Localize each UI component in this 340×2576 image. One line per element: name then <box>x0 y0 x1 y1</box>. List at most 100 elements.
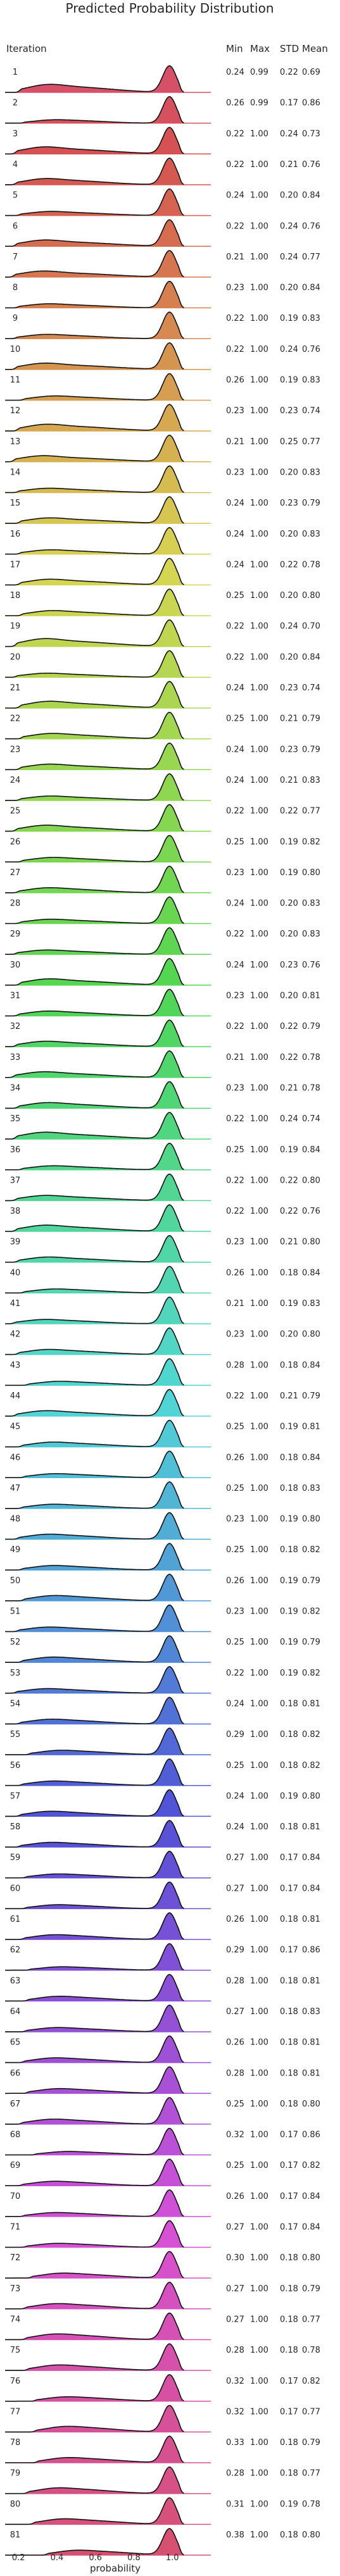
ridge-outline <box>5 526 184 555</box>
iteration-label: 16 <box>10 530 21 539</box>
ridge-fill <box>5 1235 184 1262</box>
x-tick-label: 0.6 <box>89 2553 102 2563</box>
ridge-row: 7 0.21 1.00 0.24 0.77 <box>5 250 320 278</box>
min-value: 0.30 <box>226 2253 244 2263</box>
std-value: 0.19 <box>280 1515 298 1524</box>
std-value: 0.18 <box>280 1453 298 1462</box>
ridge-row: 69 0.25 1.00 0.17 0.82 <box>5 2158 320 2186</box>
ridge-outline <box>5 1512 184 1540</box>
std-value: 0.23 <box>280 961 298 970</box>
mean-value: 0.78 <box>302 2346 320 2355</box>
ridge-outline <box>5 711 184 740</box>
std-value: 0.18 <box>280 2346 298 2355</box>
iteration-label: 22 <box>10 714 21 724</box>
ridge-outline <box>5 1142 184 1171</box>
mean-value: 0.74 <box>302 683 320 693</box>
ridge-row: 26 0.25 1.00 0.19 0.82 <box>5 835 320 862</box>
ridge-fill <box>5 1266 184 1293</box>
std-value: 0.19 <box>280 1607 298 1617</box>
column-header-mean: Mean <box>302 43 328 54</box>
iteration-label: 1 <box>13 68 18 77</box>
std-value: 0.17 <box>280 2407 298 2417</box>
std-value: 0.23 <box>280 745 298 754</box>
ridge-outline <box>5 1696 184 1725</box>
ridge-outline <box>5 1235 184 1263</box>
ridge-row: 1 0.24 0.99 0.22 0.69 <box>5 65 320 93</box>
ridge-fill <box>5 373 184 401</box>
mean-value: 0.78 <box>302 1083 320 1093</box>
ridge-outline <box>5 2374 184 2402</box>
std-value: 0.19 <box>280 868 298 878</box>
iteration-label: 27 <box>10 868 21 878</box>
iteration-label: 18 <box>10 591 21 600</box>
std-value: 0.20 <box>280 992 298 1001</box>
mean-value: 0.82 <box>302 2377 320 2386</box>
column-header-min: Min <box>226 43 243 54</box>
iteration-label: 63 <box>10 1976 21 1986</box>
min-value: 0.32 <box>226 2377 244 2386</box>
column-header-max: Max <box>250 43 270 54</box>
ridge-outline <box>5 465 184 494</box>
mean-value: 0.76 <box>302 1207 320 1216</box>
ridge-row: 38 0.22 1.00 0.22 0.76 <box>5 1204 320 1232</box>
ridge-row: 13 0.21 1.00 0.25 0.77 <box>5 434 320 463</box>
ridge-outline <box>5 2466 184 2494</box>
std-value: 0.22 <box>280 560 298 569</box>
ridge-outline <box>5 2405 184 2433</box>
iteration-label: 2 <box>13 99 18 108</box>
ridge-fill <box>5 866 184 893</box>
ridge-row: 67 0.25 1.00 0.18 0.80 <box>5 2097 320 2125</box>
max-value: 1.00 <box>250 1791 268 1801</box>
min-value: 0.24 <box>226 961 244 970</box>
iteration-label: 38 <box>10 1207 21 1216</box>
ridge-fill <box>5 1297 184 1324</box>
iteration-label: 17 <box>10 560 21 569</box>
ridge-outline <box>5 2035 184 2063</box>
iteration-label: 48 <box>10 1515 21 1524</box>
max-value: 1.00 <box>250 160 268 170</box>
max-value: 1.00 <box>250 2223 268 2232</box>
iteration-label: 40 <box>10 1268 21 1278</box>
mean-value: 0.81 <box>302 2038 320 2048</box>
min-value: 0.28 <box>226 2069 244 2078</box>
min-value: 0.21 <box>226 437 244 447</box>
ridge-row: 56 0.25 1.00 0.18 0.82 <box>5 1758 320 1786</box>
ridge-row: 41 0.21 1.00 0.19 0.83 <box>5 1297 320 1324</box>
max-value: 1.00 <box>250 560 268 569</box>
max-value: 1.00 <box>250 1238 268 1247</box>
min-value: 0.22 <box>226 622 244 632</box>
std-value: 0.23 <box>280 406 298 416</box>
ridge-fill <box>5 1574 184 1601</box>
ridge-outline <box>5 1358 184 1386</box>
ridge-fill <box>5 2128 184 2155</box>
ridge-outline <box>5 927 184 955</box>
ridge-row: 51 0.23 1.00 0.19 0.82 <box>5 1604 320 1633</box>
ridge-row: 10 0.22 1.00 0.24 0.76 <box>5 342 320 370</box>
ridge-row: 50 0.26 1.00 0.19 0.79 <box>5 1573 320 1602</box>
ridge-row: 60 0.27 1.00 0.17 0.84 <box>5 1881 320 1910</box>
std-value: 0.18 <box>280 2315 298 2324</box>
ridge-outline <box>5 1573 184 1602</box>
std-value: 0.17 <box>280 99 298 108</box>
mean-value: 0.83 <box>302 1299 320 1309</box>
ridge-fill <box>5 712 184 739</box>
ridge-row: 21 0.24 1.00 0.23 0.74 <box>5 681 320 709</box>
ridge-outline <box>5 1635 184 1663</box>
max-value: 1.00 <box>250 1576 268 1586</box>
min-value: 0.22 <box>226 129 244 139</box>
iteration-header: Iteration <box>6 43 47 54</box>
ridge-fill <box>5 435 184 462</box>
ridge-row: 64 0.27 1.00 0.18 0.83 <box>5 2005 320 2032</box>
ridge-fill <box>5 342 184 370</box>
mean-value: 0.84 <box>302 283 320 293</box>
min-value: 0.22 <box>226 1176 244 1185</box>
iteration-label: 33 <box>10 1053 21 1062</box>
min-value: 0.25 <box>226 1422 244 1432</box>
ridge-fill <box>5 1420 184 1447</box>
ridge-outline <box>5 2097 184 2125</box>
x-tick-label: 0.4 <box>51 2553 64 2563</box>
ridge-outline <box>5 681 184 709</box>
ridge-outline <box>5 619 184 647</box>
mean-value: 0.84 <box>302 1884 320 1893</box>
std-value: 0.18 <box>280 1822 298 1832</box>
